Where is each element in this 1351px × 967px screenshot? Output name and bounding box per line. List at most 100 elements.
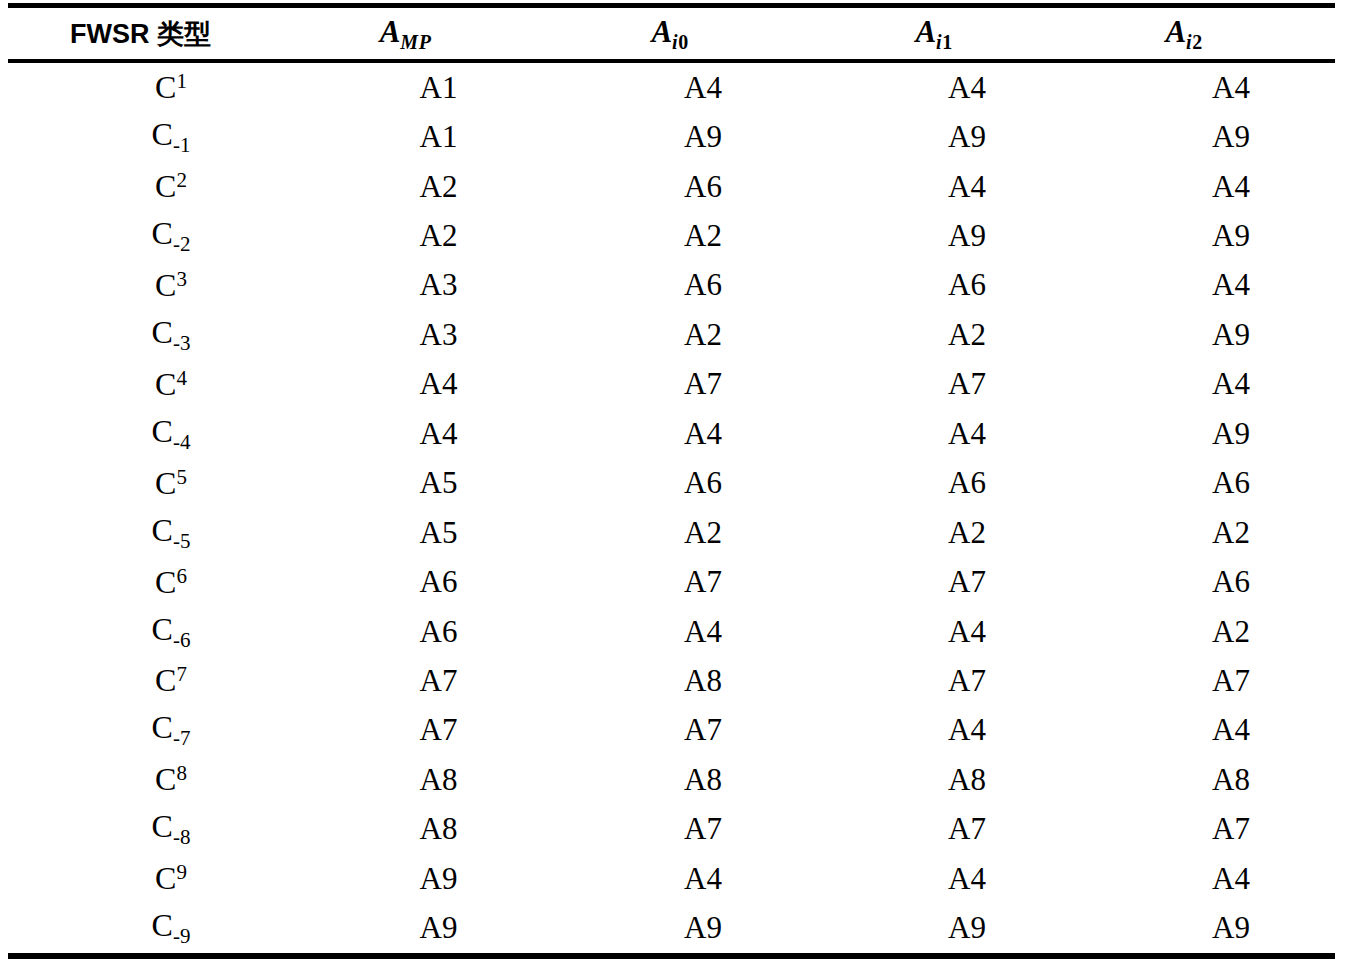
cell-a-i2: A4 <box>1113 712 1349 748</box>
cell-a-mp: A4 <box>306 416 571 452</box>
cell-a-mp: A7 <box>306 663 571 699</box>
cell-a-i0: A7 <box>571 366 835 402</box>
cell-a-mp: A8 <box>306 811 571 847</box>
row-label-fwsr-type: C-3 <box>22 314 320 356</box>
header-math-base: A <box>380 14 401 49</box>
column-header-a-mp: AMP <box>273 14 538 54</box>
column-header-a-i0: Ai0 <box>538 14 802 54</box>
cell-a-mp: A7 <box>306 712 571 748</box>
table-row: C6 A6 A7 A7 A6 <box>8 557 1335 606</box>
cell-a-i0: A6 <box>571 465 835 501</box>
table-row: C-1 A1 A9 A9 A9 <box>8 112 1335 161</box>
table-row: C8 A8 A8 A8 A8 <box>8 755 1335 804</box>
row-label-script: 5 <box>176 465 187 489</box>
cell-a-mp: A8 <box>306 762 571 798</box>
row-label-fwsr-type: C9 <box>22 860 320 897</box>
row-label-base: C <box>155 662 176 698</box>
row-label-base: C <box>152 215 173 251</box>
row-label-base: C <box>155 465 176 501</box>
cell-a-mp: A5 <box>306 515 571 551</box>
cell-a-i1: A9 <box>835 218 1099 254</box>
row-label-script: 3 <box>176 267 187 291</box>
column-header-a-i2: Ai2 <box>1066 14 1302 54</box>
cell-a-i1: A2 <box>835 515 1099 551</box>
row-label-fwsr-type: C-2 <box>22 215 320 257</box>
cell-a-mp: A6 <box>306 614 571 650</box>
cell-a-i0: A2 <box>571 218 835 254</box>
row-label-fwsr-type: C8 <box>22 761 320 798</box>
row-label-script: -8 <box>173 825 191 849</box>
cell-a-i1: A2 <box>835 317 1099 353</box>
row-label-base: C <box>155 564 176 600</box>
row-label-base: C <box>155 267 176 303</box>
cell-a-i1: A7 <box>835 663 1099 699</box>
row-label-script: -9 <box>173 924 191 948</box>
table-row: C2 A2 A6 A4 A4 <box>8 162 1335 211</box>
row-label-base: C <box>152 709 173 745</box>
row-label-fwsr-type: C1 <box>22 69 320 106</box>
cell-a-i0: A7 <box>571 712 835 748</box>
cell-a-i0: A6 <box>571 169 835 205</box>
cell-a-i2: A4 <box>1113 70 1349 106</box>
cell-a-i1: A4 <box>835 416 1099 452</box>
cell-a-i2: A4 <box>1113 267 1349 303</box>
row-label-fwsr-type: C2 <box>22 168 320 205</box>
table-row: C-5 A5 A2 A2 A2 <box>8 508 1335 557</box>
cell-a-i0: A7 <box>571 564 835 600</box>
cell-a-i1: A7 <box>835 564 1099 600</box>
cell-a-i1: A6 <box>835 465 1099 501</box>
row-label-script: -6 <box>173 628 191 652</box>
row-label-base: C <box>155 860 176 896</box>
row-label-fwsr-type: C5 <box>22 465 320 502</box>
row-label-script: 7 <box>176 662 187 686</box>
table-bottom-rule <box>8 953 1335 959</box>
cell-a-i0: A4 <box>571 416 835 452</box>
table-row: C5 A5 A6 A6 A6 <box>8 459 1335 508</box>
cell-a-i2: A6 <box>1113 465 1349 501</box>
table-row: C-3 A3 A2 A2 A9 <box>8 310 1335 359</box>
table-row: C9 A9 A4 A4 A4 <box>8 854 1335 903</box>
table-body: C1 A1 A4 A4 A4 C-1 A1 A9 A9 A9 C2 A2 A6 … <box>8 63 1335 953</box>
cell-a-i1: A4 <box>835 169 1099 205</box>
cell-a-i1: A8 <box>835 762 1099 798</box>
cell-a-i2: A2 <box>1113 614 1349 650</box>
document-page: FWSR 类型 AMP Ai0 Ai1 Ai2 C1 A1 A4 A4 A4 C… <box>0 0 1351 967</box>
table-row: C4 A4 A7 A7 A4 <box>8 360 1335 409</box>
row-label-base: C <box>152 413 173 449</box>
row-label-script: 9 <box>176 860 187 884</box>
row-label-script: -1 <box>173 133 191 157</box>
cell-a-i2: A4 <box>1113 169 1349 205</box>
row-label-script: -2 <box>173 232 191 256</box>
cell-a-mp: A2 <box>306 218 571 254</box>
table-row: C1 A1 A4 A4 A4 <box>8 63 1335 112</box>
cell-a-i2: A9 <box>1113 317 1349 353</box>
cell-a-mp: A3 <box>306 317 571 353</box>
cell-a-i2: A9 <box>1113 119 1349 155</box>
cell-a-i2: A9 <box>1113 416 1349 452</box>
cell-a-i0: A4 <box>571 861 835 897</box>
cell-a-mp: A9 <box>306 910 571 946</box>
cell-a-i1: A4 <box>835 70 1099 106</box>
cell-a-i1: A4 <box>835 712 1099 748</box>
fwsr-mapping-table: FWSR 类型 AMP Ai0 Ai1 Ai2 C1 A1 A4 A4 A4 C… <box>8 3 1335 959</box>
row-label-script: -4 <box>173 430 191 454</box>
cell-a-i0: A6 <box>571 267 835 303</box>
cell-a-i0: A7 <box>571 811 835 847</box>
cell-a-i0: A2 <box>571 515 835 551</box>
row-label-script: -3 <box>173 331 191 355</box>
header-math-subscript-digit: 1 <box>942 31 953 53</box>
cell-a-i1: A6 <box>835 267 1099 303</box>
column-header-a-i1: Ai1 <box>802 14 1066 54</box>
cell-a-i0: A4 <box>571 70 835 106</box>
table-row: C3 A3 A6 A6 A4 <box>8 261 1335 310</box>
row-label-base: C <box>152 907 173 943</box>
table-row: C-2 A2 A2 A9 A9 <box>8 211 1335 260</box>
header-math-subscript-digit: 0 <box>678 31 689 53</box>
header-math-base: A <box>1165 14 1186 49</box>
cell-a-i2: A7 <box>1113 663 1349 699</box>
cell-a-i2: A8 <box>1113 762 1349 798</box>
row-label-fwsr-type: C4 <box>22 366 320 403</box>
cell-a-i2: A7 <box>1113 811 1349 847</box>
header-math-subscript: MP <box>400 31 431 53</box>
cell-a-i2: A9 <box>1113 218 1349 254</box>
